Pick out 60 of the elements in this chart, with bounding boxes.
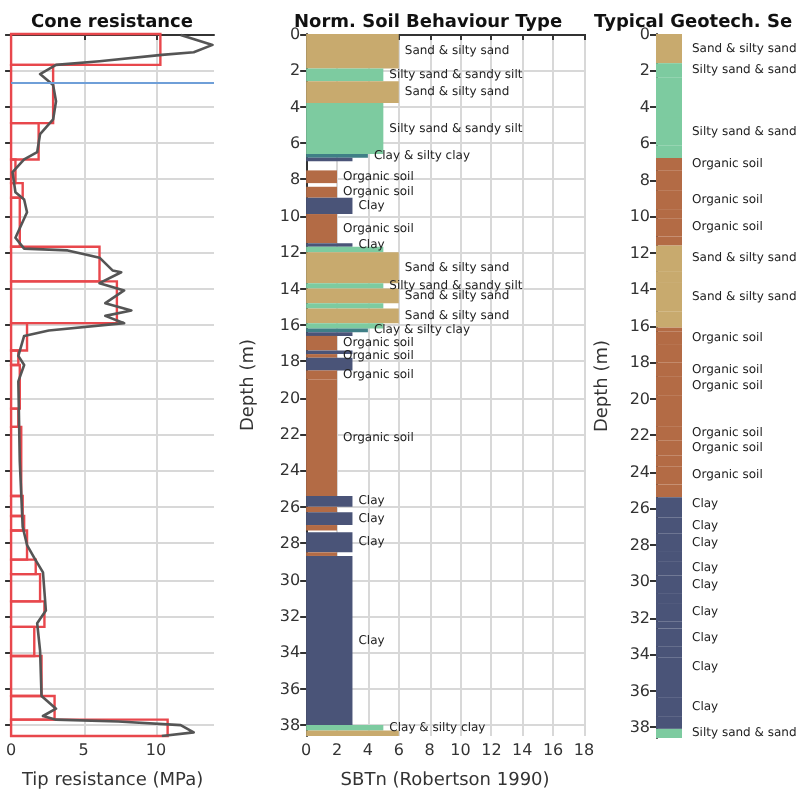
y-axis-title: Depth (m) <box>239 338 259 432</box>
y-tick-label: 38 <box>629 718 650 737</box>
x-tick-label: 16 <box>542 741 564 759</box>
y-tick-label: 12 <box>629 243 650 262</box>
y-tick-label: 32 <box>279 606 301 625</box>
x-tick-label: 10 <box>450 741 471 759</box>
x-axis-title: SBTn (Robertson 1990) <box>340 771 550 791</box>
y-tick-label: 20 <box>279 388 301 407</box>
y-tick-label: 18 <box>629 353 650 372</box>
x-tick-label: 5 <box>78 741 89 759</box>
y-tick-label: 34 <box>279 643 301 662</box>
y-tick-label: 24 <box>629 462 650 481</box>
y-tick-label: 32 <box>629 608 650 627</box>
x-tick-label: 10 <box>145 741 167 759</box>
y-tick-label: 4 <box>289 97 301 116</box>
y-tick-label: 22 <box>279 425 301 444</box>
x-tick-label: 6 <box>393 741 404 759</box>
bar <box>656 497 682 511</box>
y-tick-label: 24 <box>279 461 301 480</box>
x-tick-label: 0 <box>301 741 312 759</box>
x-tick-label: 2 <box>331 741 343 759</box>
y-tick-label: 18 <box>279 352 301 371</box>
y-tick-label: 2 <box>289 61 301 80</box>
y-tick-label: 14 <box>279 279 301 298</box>
y-tick-label: 16 <box>629 316 650 335</box>
y-tick-label: 30 <box>279 570 301 589</box>
y-tick-label: 12 <box>279 243 301 262</box>
y-tick-label: 28 <box>629 535 650 554</box>
y-tick-label: 34 <box>629 645 650 664</box>
y-tick-label: 10 <box>279 206 301 225</box>
y-tick-label: 0 <box>289 25 301 43</box>
x-tick-label: 14 <box>512 741 533 759</box>
y-tick-label: 6 <box>289 134 301 153</box>
bar <box>656 34 682 64</box>
y-tick-label: 10 <box>629 207 650 226</box>
bar <box>656 728 682 738</box>
y-tick-label: 36 <box>279 679 301 698</box>
y-tick-label: 30 <box>629 572 650 591</box>
x-tick-label: 18 <box>573 741 595 759</box>
y-tick-label: 6 <box>639 134 650 153</box>
y-axis-title: Depth (m) <box>593 339 613 433</box>
chart-title: Cone resistance <box>31 13 193 33</box>
y-tick-label: 16 <box>279 315 301 334</box>
y-tick-label: 8 <box>289 170 301 189</box>
x-tick-label: 4 <box>362 741 373 759</box>
y-tick-label: 38 <box>279 716 301 735</box>
y-tick-label: 26 <box>279 497 301 516</box>
x-axis-title: Tip resistance (MPa) <box>19 771 204 791</box>
y-tick-label: 14 <box>629 280 650 299</box>
x-tick-label: 12 <box>481 741 502 759</box>
y-tick-label: 36 <box>629 681 650 700</box>
y-tick-label: 28 <box>279 534 301 553</box>
y-tick-label: 20 <box>629 389 650 408</box>
y-tick-label: 2 <box>639 61 650 80</box>
y-tick-label: 22 <box>629 426 650 445</box>
x-tick-label: 0 <box>6 741 17 759</box>
y-tick-label: 8 <box>639 170 650 189</box>
y-tick-label: 26 <box>629 499 650 518</box>
y-tick-label: 4 <box>639 97 650 116</box>
x-tick-label: 8 <box>424 741 435 759</box>
